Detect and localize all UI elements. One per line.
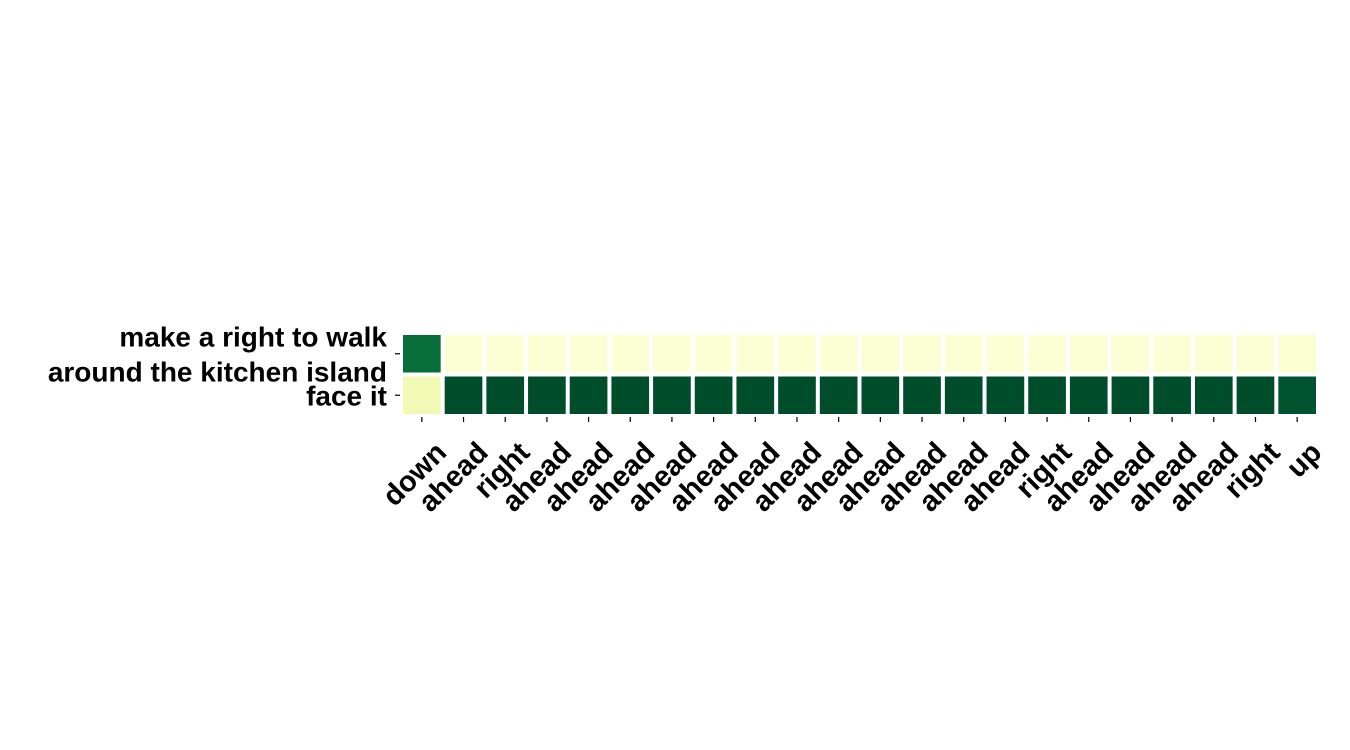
heatmap-cell-r0-c3 [528,335,566,373]
row-label-0-line-0: make a right to walk [119,321,387,352]
heatmap-cell-r1-c6 [653,376,691,414]
heatmap-cell-r0-c0 [403,335,441,373]
heatmap-cell-r0-c21 [1278,335,1316,373]
heatmap-cell-r1-c10 [819,376,858,414]
heatmap-cell-r0-c16 [1069,335,1108,373]
heatmap-cell-r0-c8 [736,335,775,373]
column-label-21: up [1281,436,1329,484]
heatmap-cell-r1-c17 [1111,376,1150,414]
heatmap-cell-r1-c16 [1069,376,1108,414]
heatmap-cell-r1-c4 [569,376,608,414]
row-labels: make a right to walk around the kitchen i… [48,321,400,411]
heatmap-cell-r0-c11 [861,335,900,373]
heatmap-cells [403,335,1316,414]
heatmap-cell-r1-c11 [861,376,900,414]
heatmap-cell-r1-c5 [611,376,650,414]
heatmap-cell-r0-c5 [611,335,650,373]
heatmap-cell-r1-c8 [736,376,775,414]
heatmap-cell-r0-c20 [1236,335,1275,373]
heatmap-cell-r1-c14 [986,376,1025,414]
heatmap-cell-r0-c2 [486,335,525,373]
heatmap-cell-r0-c14 [986,335,1025,373]
heatmap-cell-r0-c10 [819,335,858,373]
heatmap-cell-r1-c12 [903,376,941,414]
heatmap-cell-r1-c19 [1194,376,1233,414]
heatmap-cell-r0-c18 [1153,335,1191,373]
heatmap-cell-r1-c18 [1153,376,1191,414]
heatmap-cell-r1-c20 [1236,376,1275,414]
heatmap-cell-r0-c15 [1028,335,1066,373]
heatmap-cell-r0-c12 [903,335,941,373]
row-label-1-line-0: face it [306,380,387,411]
heatmap-cell-r1-c9 [778,376,816,414]
heatmap-cell-r0-c17 [1111,335,1150,373]
heatmap-cell-r1-c1 [444,376,483,414]
heatmap-cell-r1-c21 [1278,376,1316,414]
heatmap-cell-r0-c19 [1194,335,1233,373]
row-label-0-line-1: around the kitchen island [48,356,387,387]
heatmap-cell-r1-c2 [486,376,525,414]
heatmap-cell-r0-c7 [694,335,733,373]
heatmap-cell-r0-c4 [569,335,608,373]
column-labels: downaheadrightaheadaheadaheadaheadaheada… [377,417,1328,518]
heatmap-cell-r0-c13 [944,335,983,373]
heatmap-cell-r0-c9 [778,335,816,373]
heatmap-cell-r0-c6 [653,335,691,373]
row-label-1: face it [306,380,387,411]
heatmap-cell-r1-c0 [403,376,441,414]
row-label-0: make a right to walk around the kitchen i… [48,321,388,387]
heatmap-cell-r1-c3 [528,376,566,414]
heatmap-cell-r0-c1 [444,335,483,373]
heatmap-cell-r1-c7 [694,376,733,414]
heatmap-cell-r1-c13 [944,376,983,414]
heatmap-cell-r1-c15 [1028,376,1066,414]
